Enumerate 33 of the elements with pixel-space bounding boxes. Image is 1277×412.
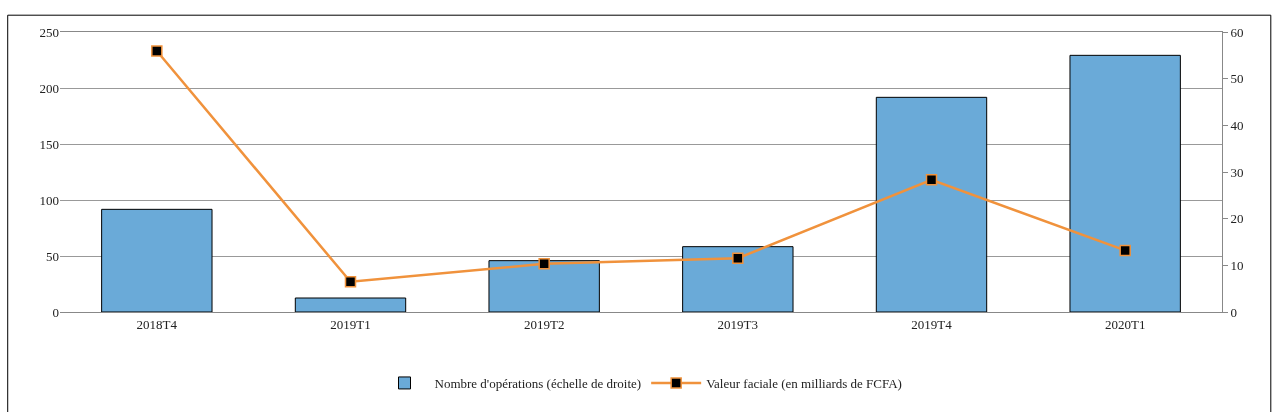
y2-tick-label: 20 [1230,211,1244,227]
y-tick-label: 150 [39,136,59,152]
y-tick-label: 250 [39,24,59,40]
bar [875,96,988,312]
y2-tick-label: 50 [1230,71,1244,87]
bar [294,297,407,312]
point [151,45,163,57]
y-tick-label: 200 [39,80,59,96]
x-tick-label: 2019T1 [330,316,371,332]
x-tick-label: 2018T4 [136,316,178,332]
point [1119,244,1131,257]
x-tick-label: 2019T3 [717,316,759,332]
y2-tick-label: 60 [1230,24,1244,40]
bar [682,246,794,312]
x-tick-label: 2019T2 [523,316,565,332]
y2-tick-label: 30 [1230,164,1244,180]
x-tick-label: 2019T4 [911,316,953,332]
y2-tick-label: 10 [1230,257,1244,273]
legend-label: Nombre d'opérations (échelle de droite) [434,376,642,392]
y-tick-label: 0 [52,304,59,320]
point [732,252,744,264]
x-tick-label: 2020T1 [1104,316,1146,332]
y2-tick-label: 40 [1230,117,1244,133]
point [344,276,357,288]
bar [488,260,600,312]
y-tick-label: 100 [39,192,59,208]
point [925,174,938,186]
point [538,258,550,270]
legend-label: Valeur faciale (en milliards de FCFA) [706,376,902,392]
y2-tick-label: 0 [1230,304,1238,320]
bar [1069,54,1181,312]
y-tick-label: 50 [46,248,59,264]
bar [101,208,213,312]
